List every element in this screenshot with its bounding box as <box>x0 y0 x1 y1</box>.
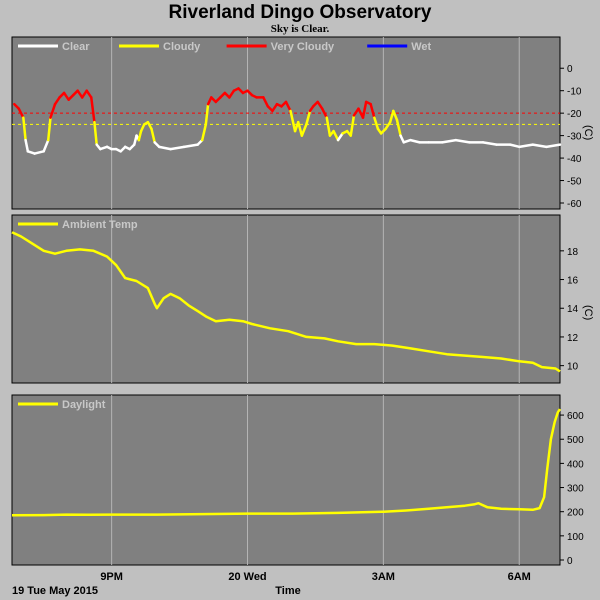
sky-temp-segment <box>289 109 297 133</box>
sky-temp-panel <box>11 36 561 210</box>
sky-temp-segment <box>137 129 143 142</box>
sky-temp-segment <box>157 145 172 151</box>
x-tick-label: 9PM <box>100 571 123 583</box>
sky-temp-segment <box>545 143 562 149</box>
sky-temp-segment <box>85 89 93 99</box>
y-tick-label: 0 <box>567 64 573 75</box>
daylight-line <box>11 408 562 517</box>
sky-temp-segment <box>440 138 458 144</box>
y-tick-label: 200 <box>567 508 584 519</box>
series-lines <box>11 87 562 517</box>
sky-temp-segment <box>332 129 340 142</box>
sky-temp-segment <box>305 109 312 126</box>
sky-temp-segment <box>395 118 402 137</box>
y-tick-label: 16 <box>567 276 579 287</box>
ambient-temp-line <box>11 231 561 373</box>
threshold-lines <box>12 112 560 125</box>
sky-temp-segment <box>300 123 308 137</box>
x-tick-label: 20 Wed <box>228 571 266 583</box>
daylight-panel <box>11 394 561 566</box>
sky-temp-segment <box>46 116 52 142</box>
y-tick-labels: 0 -10 -20 -30 -40 -50 -60 10 12 14 16 18 0 100 200 300 4… <box>560 64 584 567</box>
y-tick-label: 0 <box>567 556 573 567</box>
sky-temp-segment <box>454 138 471 144</box>
y-tick-label: 14 <box>567 304 579 315</box>
y-tick-label: 400 <box>567 459 584 470</box>
sky-temp-segment <box>53 96 61 106</box>
sky-temp-segment <box>228 89 236 99</box>
y-tick-label: 18 <box>567 247 579 258</box>
y-tick-label: 300 <box>567 484 584 495</box>
sky-temp-segment <box>361 100 368 119</box>
sky-temp-segment <box>336 132 344 142</box>
sky-temp-segment <box>262 96 270 108</box>
sky-temp-segment <box>320 107 329 119</box>
sky-temp-segment <box>150 127 156 144</box>
sky-temp-segment <box>80 89 88 99</box>
sky-temp-segment <box>392 109 399 122</box>
sky-temp-segment <box>409 138 421 144</box>
sky-temp-segment <box>169 145 186 151</box>
sky-temp-segment <box>325 116 332 137</box>
sky-temp-segment <box>284 100 292 113</box>
y-tick-label: -50 <box>567 177 582 188</box>
legend-label: Cloudy <box>163 41 201 53</box>
y-tick-label: -10 <box>567 87 582 98</box>
sky-temp-segment <box>204 102 210 126</box>
sky-temp-segment <box>146 120 153 131</box>
sky-temp-segment <box>33 150 45 155</box>
date-label: 19 Tue May 2015 <box>12 585 98 597</box>
sky-temp-segment <box>369 102 376 119</box>
sky-temp-segment <box>373 116 380 131</box>
grid-lines <box>111 37 520 565</box>
sky-temp-segment <box>531 143 548 149</box>
x-tick-labels: 9PM 20 Wed 3AM 6AM <box>100 571 531 583</box>
sky-temp-segment <box>316 100 324 110</box>
legend-label: Daylight <box>62 399 106 411</box>
sky-temp-segment <box>62 91 70 101</box>
sky-temp-segment <box>384 120 392 131</box>
sky-temp-segment <box>296 120 304 137</box>
sky-temp-segment <box>517 143 535 149</box>
legend-label: Clear <box>62 41 90 53</box>
sky-temp-segment <box>271 102 279 113</box>
x-axis-title: Time <box>275 585 300 597</box>
sky-temp-segment <box>93 120 98 146</box>
sky-temp-segment <box>200 123 208 142</box>
sky-temp-segment <box>24 138 30 153</box>
y-tick-label: 600 <box>567 411 584 422</box>
x-tick-label: 6AM <box>508 571 531 583</box>
sky-unit-label: (C) <box>582 125 594 140</box>
legend-label: Ambient Temp <box>62 219 138 231</box>
sky-status: Sky is Clear. <box>270 23 330 35</box>
sky-temp-segment <box>481 141 498 146</box>
legend-label: Very Cloudy <box>271 41 335 53</box>
sky-temp-segment <box>17 107 25 119</box>
sky-temp-segment <box>182 143 199 149</box>
y-tick-label: -60 <box>567 199 582 210</box>
y-tick-label: 12 <box>567 333 579 344</box>
page-title: Riverland Dingo Observatory <box>168 2 432 23</box>
sky-temp-segment <box>76 89 84 99</box>
legend-label: Wet <box>411 41 431 53</box>
y-tick-label: -40 <box>567 154 582 165</box>
ambient-unit-label: (C) <box>582 305 594 320</box>
sky-temp-segment <box>90 96 96 124</box>
legends: Clear Cloudy Very Cloudy Wet Ambient Temp Day… <box>18 41 432 411</box>
sky-temp-segment <box>22 116 27 142</box>
sky-temp-segment <box>349 114 356 137</box>
y-tick-label: -30 <box>567 132 582 143</box>
sky-temp-segment <box>49 102 57 119</box>
x-tick-label: 3AM <box>372 571 395 583</box>
y-tick-label: 500 <box>567 435 584 446</box>
y-tick-label: 100 <box>567 532 584 543</box>
sky-temp-segment <box>508 143 521 149</box>
y-tick-label: -20 <box>567 109 582 120</box>
sky-temp-segment <box>42 138 50 153</box>
y-tick-label: 10 <box>567 362 579 373</box>
